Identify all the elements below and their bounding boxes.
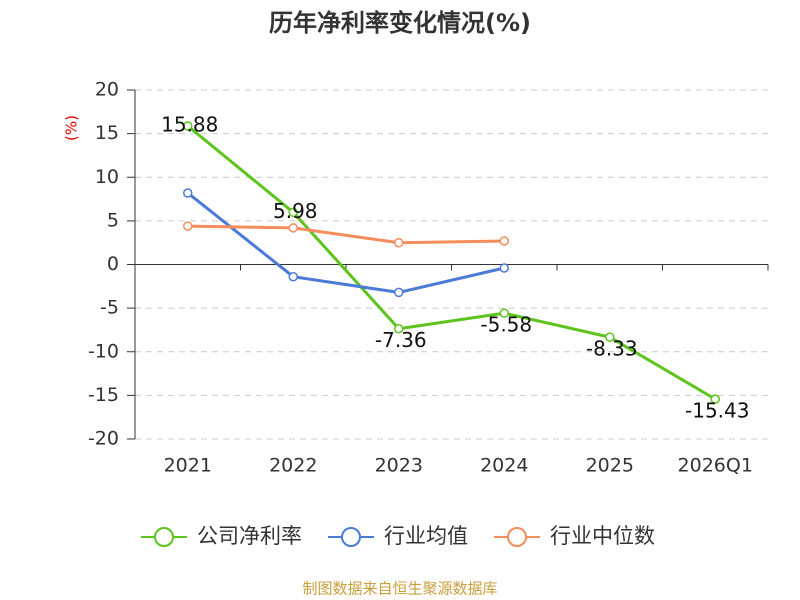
y-tick-label: 15 <box>95 122 119 144</box>
legend-marker <box>341 527 361 547</box>
data-label: 15.88 <box>161 112 218 136</box>
legend-label: 行业均值 <box>384 524 468 548</box>
data-point <box>499 308 509 318</box>
y-tick-label: 10 <box>95 166 119 188</box>
y-axis-label: (%) <box>63 115 81 141</box>
data-point <box>288 207 298 218</box>
x-tick-label: 2025 <box>586 455 634 477</box>
data-point <box>183 188 193 198</box>
data-label: -8.33 <box>586 337 638 361</box>
series-line <box>186 124 717 401</box>
chart-title: 历年净利率变化情况(%) <box>269 9 531 37</box>
data-point <box>499 236 509 246</box>
y-tick-label: -15 <box>88 384 119 406</box>
x-tick-label: 2024 <box>480 455 528 477</box>
y-tick-label: 20 <box>95 79 119 101</box>
legend-marker <box>154 527 174 547</box>
data-point <box>288 271 298 282</box>
data-point <box>394 237 404 248</box>
y-tick-label: -5 <box>100 297 119 319</box>
data-point <box>605 332 615 342</box>
data-label: -5.58 <box>480 313 532 337</box>
x-tick-label: 2022 <box>269 455 317 477</box>
data-point <box>394 323 404 334</box>
y-tick-label: -20 <box>88 428 119 450</box>
series-line <box>186 191 505 294</box>
data-label: 5.98 <box>273 199 318 223</box>
legend-label: 行业中位数 <box>550 524 655 548</box>
series-line <box>187 224 505 245</box>
legend-label: 公司净利率 <box>197 524 302 548</box>
data-point <box>288 223 298 233</box>
legend-marker <box>507 527 527 547</box>
data-label: -7.36 <box>375 328 427 352</box>
data-point <box>710 394 720 404</box>
y-tick-label: 0 <box>107 253 119 275</box>
data-label: -15.43 <box>685 399 749 423</box>
data-point <box>394 287 404 298</box>
source-note: 制图数据来自恒生聚源数据库 <box>302 580 497 598</box>
data-point <box>499 263 509 273</box>
x-tick-label: 2021 <box>164 455 212 477</box>
data-point <box>183 121 193 131</box>
x-tick-label: 2023 <box>375 455 423 477</box>
x-tick-label: 2026Q1 <box>678 455 753 477</box>
y-tick-label: 5 <box>107 209 119 231</box>
y-tick-label: -10 <box>88 340 119 362</box>
data-point <box>183 221 193 231</box>
